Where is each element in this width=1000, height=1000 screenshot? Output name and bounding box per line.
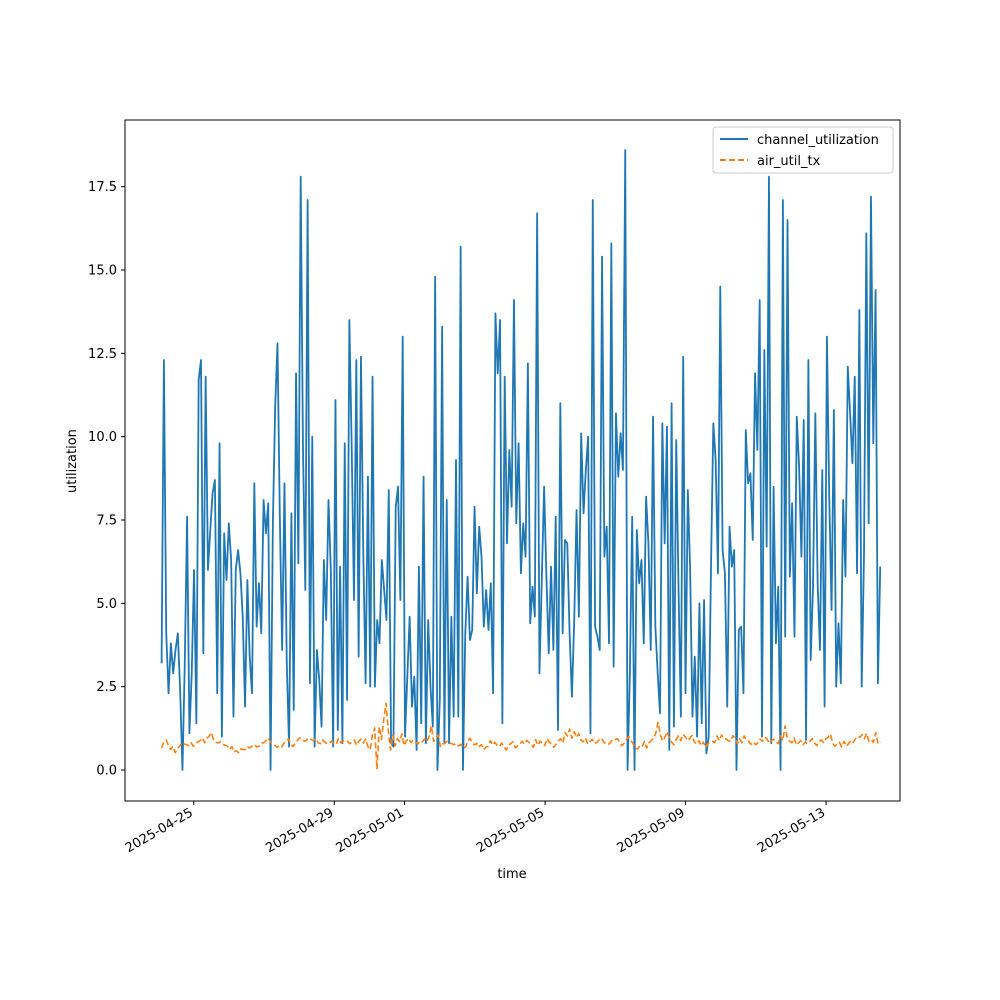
x-tick-label: 2025-05-01 [334,805,407,856]
series-line-channel-utilization [160,149,882,771]
series-line-air-util-tx [160,702,881,771]
y-tick-label: 0.0 [96,764,117,779]
x-axis-label: time [497,867,526,882]
y-tick-label: 2.5 [96,680,117,695]
y-tick-label: 10.0 [88,430,117,445]
x-tick-label: 2025-04-25 [123,805,196,856]
legend-label-channel-utilization: channel_utilization [757,133,879,148]
x-tick-label: 2025-05-05 [474,805,547,856]
legend-label-air-util-tx: air_util_tx [757,154,821,169]
y-tick-label: 17.5 [88,180,117,195]
y-tick-label: 15.0 [88,264,117,279]
plot-lines [160,149,882,771]
y-axis-label: utilization [65,429,80,493]
legend: channel_utilization air_util_tx [712,126,894,174]
x-tick-label: 2025-05-09 [615,805,688,856]
y-tick-label: 12.5 [88,347,117,362]
y-tick-label: 5.0 [96,597,117,612]
legend-box [712,126,894,174]
x-tick-label: 2025-05-13 [755,805,828,856]
x-tick-label: 2025-04-29 [263,805,336,856]
y-tick-label: 7.5 [96,514,117,529]
y-axis: 0.0 2.5 5.0 7.5 10.0 12.5 15.0 17.5 [88,180,125,779]
plot-frame [124,119,901,802]
